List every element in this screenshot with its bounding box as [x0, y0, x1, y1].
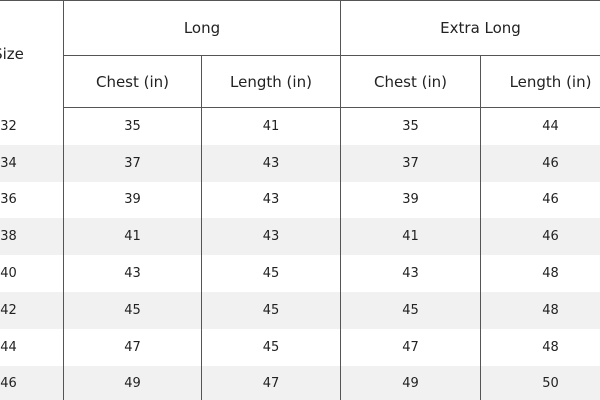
measure-cell: 37 [63, 144, 202, 182]
measure-cell: 44 [479, 107, 600, 145]
table-body: 32 35 41 35 44 34 37 43 37 46 36 39 43 39 46 38 41 43 41 46… [0, 107, 600, 400]
column-header: Chest (in) [63, 55, 202, 108]
measure-cell: 39 [340, 181, 481, 219]
table-row: 40 43 45 43 48 [0, 255, 600, 292]
measure-cell: 45 [201, 291, 341, 329]
size-cell: 36 [0, 181, 64, 219]
table-row: 32 35 41 35 44 [0, 107, 600, 145]
measure-cell: 35 [340, 107, 481, 145]
measure-cell: 47 [201, 365, 341, 400]
table-row: 42 45 45 45 48 [0, 291, 600, 329]
column-header: Chest (in) [340, 55, 481, 108]
measure-cell: 41 [340, 218, 481, 256]
measure-cell: 45 [201, 328, 341, 366]
measure-cell: 43 [340, 255, 481, 292]
table-row: 38 41 43 41 46 [0, 218, 600, 256]
header-row: Size Long Extra Long [0, 0, 600, 108]
table-row: 34 37 43 37 46 [0, 144, 600, 182]
measure-cell: 46 [479, 144, 600, 182]
table-row: 46 49 47 49 50 [0, 365, 600, 400]
measure-cell: 43 [201, 218, 341, 256]
measure-cell: 49 [340, 365, 481, 400]
measure-cell: 49 [63, 365, 202, 400]
size-header: Size [0, 0, 64, 108]
measure-cell: 47 [340, 328, 481, 366]
measure-cell: 45 [63, 291, 202, 329]
measure-cell: 37 [340, 144, 481, 182]
column-header: Length (in) [201, 55, 341, 108]
measure-cell: 39 [63, 181, 202, 219]
size-cell: 46 [0, 365, 64, 400]
measure-cell: 46 [479, 218, 600, 256]
measure-cell: 41 [201, 107, 341, 145]
measure-cell: 48 [479, 255, 600, 292]
measure-cell: 47 [63, 328, 202, 366]
measure-cell: 46 [479, 181, 600, 219]
table-header: Size Long Extra Long Chest (in) Length (… [0, 0, 600, 108]
group-header: Long [63, 0, 341, 56]
size-cell: 42 [0, 291, 64, 329]
size-cell: 40 [0, 255, 64, 292]
measure-cell: 43 [201, 144, 341, 182]
size-cell: 32 [0, 107, 64, 145]
table-row: 44 47 45 47 48 [0, 328, 600, 366]
measure-cell: 43 [201, 181, 341, 219]
table-row: 36 39 43 39 46 [0, 181, 600, 219]
size-cell: 38 [0, 218, 64, 256]
measure-cell: 48 [479, 328, 600, 366]
column-header: Length (in) [479, 55, 600, 108]
measure-cell: 48 [479, 291, 600, 329]
size-cell: 34 [0, 144, 64, 182]
size-cell: 44 [0, 328, 64, 366]
measure-cell: 35 [63, 107, 202, 145]
measure-cell: 45 [340, 291, 481, 329]
measure-cell: 41 [63, 218, 202, 256]
measure-cell: 45 [201, 255, 341, 292]
group-header: Extra Long [339, 0, 600, 56]
header-row: Chest (in) Length (in) Chest (in) Length… [0, 55, 600, 108]
measure-cell: 50 [479, 365, 600, 400]
measure-cell: 43 [63, 255, 202, 292]
